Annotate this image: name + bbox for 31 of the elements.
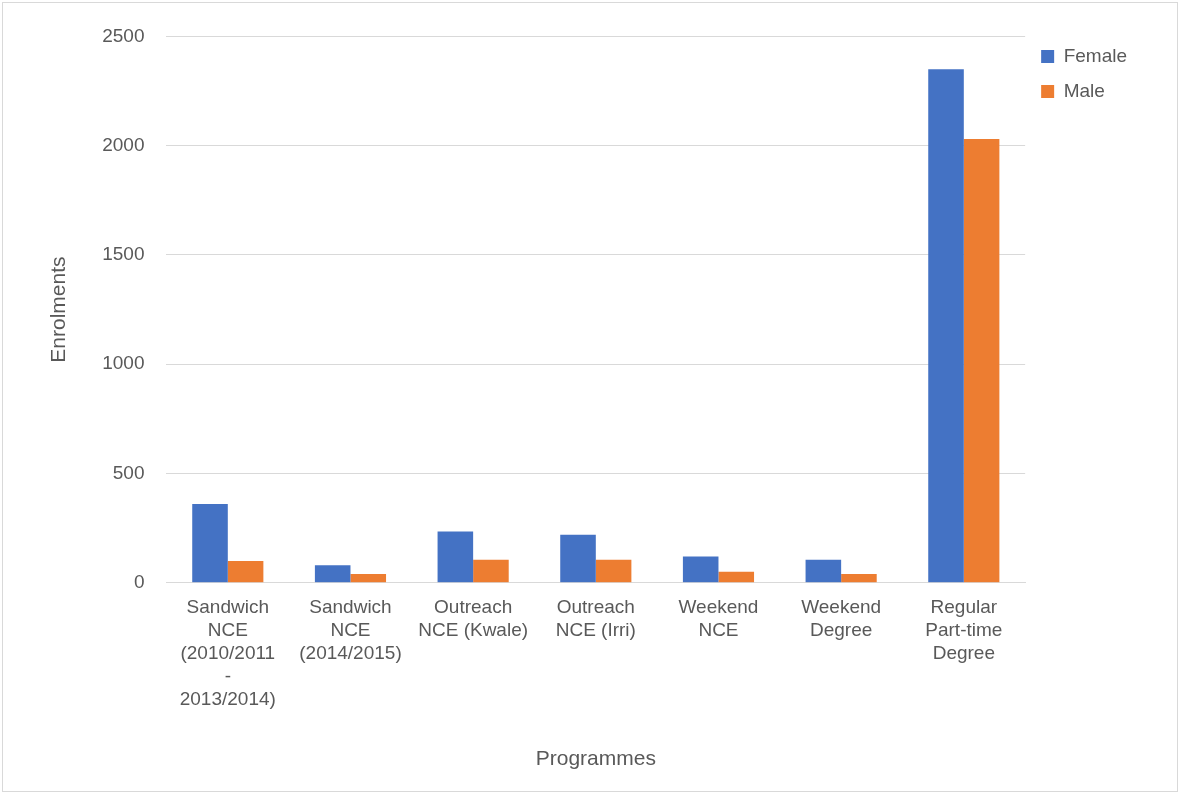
y-axis-title: Enrolments [46, 256, 70, 363]
bar [227, 560, 264, 583]
bar [963, 139, 1000, 583]
bar [682, 556, 719, 583]
bar [805, 559, 842, 583]
y-tick-label: 1500 [102, 243, 145, 265]
bar [928, 69, 964, 583]
y-tick-label: 2000 [102, 133, 145, 155]
x-tick-label: Outreach NCE (Irri) [555, 596, 636, 641]
bar [595, 559, 632, 583]
bar [350, 574, 387, 583]
x-tick-label: Regular Part-time Degree [925, 596, 1003, 664]
bar [314, 565, 351, 583]
bar [718, 571, 755, 583]
bar [192, 504, 228, 583]
bar [473, 559, 509, 583]
x-tick-label: Outreach NCE (Kwale) [418, 596, 529, 641]
y-tick-label: 0 [133, 571, 145, 593]
y-tick-label: 500 [112, 461, 145, 483]
x-axis-title: Programmes [535, 746, 656, 770]
y-tick-label: 1000 [102, 352, 145, 374]
y-tick-label: 2500 [102, 24, 145, 46]
x-tick-label: Weekend NCE [678, 596, 759, 641]
bar [841, 574, 877, 583]
x-tick-label: Sandwich NCE (2010/2011 - 2013/2014) [179, 596, 276, 709]
bar [437, 531, 474, 583]
legend-label: Male [1063, 79, 1105, 101]
x-tick-label: Weekend Degree [801, 596, 882, 641]
legend-label: Female [1063, 44, 1127, 66]
x-tick-label: Sandwich NCE (2014/2015) [299, 596, 402, 664]
bar [560, 534, 596, 583]
